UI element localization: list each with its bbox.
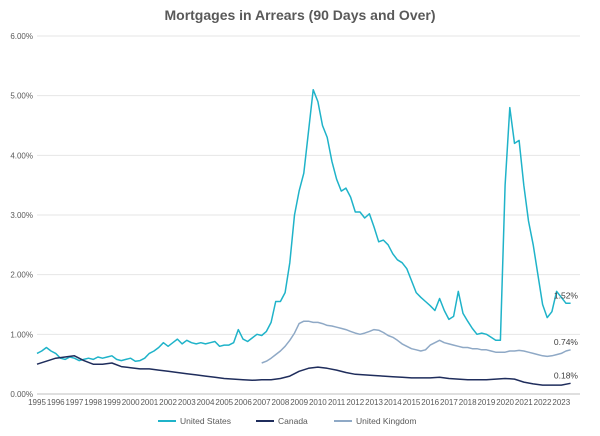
end-label-1: 0.18% xyxy=(554,370,579,380)
x-tick-label: 2007 xyxy=(253,398,271,407)
x-tick-label: 1997 xyxy=(66,398,84,407)
x-tick-label: 2000 xyxy=(122,398,140,407)
x-tick-label: 2012 xyxy=(346,398,364,407)
x-tick-label: 1995 xyxy=(28,398,46,407)
x-tick-label: 2017 xyxy=(440,398,458,407)
y-axis-ticks: 0.00% 1.00% 2.00% 3.00% 4.00% 5.00% 6.00% xyxy=(10,32,33,399)
series-layer xyxy=(36,88,571,386)
x-tick-label: 2002 xyxy=(159,398,177,407)
x-tick-label: 2003 xyxy=(178,398,196,407)
x-tick-label: 2004 xyxy=(197,398,215,407)
x-tick-label: 1998 xyxy=(84,398,102,407)
x-tick-label: 2020 xyxy=(496,398,514,407)
x-tick-label: 2013 xyxy=(365,398,383,407)
x-tick-label: 2019 xyxy=(477,398,495,407)
end-labels: 1.52% 0.18% 0.74% xyxy=(554,290,579,380)
x-axis-ticks: 1995 1996 1997 1998 1999 2000 2001 2002 2003 2004… xyxy=(28,398,571,407)
legend-label-2: United Kingdom xyxy=(356,416,416,426)
y-tick-label: 5.00% xyxy=(10,92,33,101)
x-tick-label: 2022 xyxy=(534,398,552,407)
x-tick-label: 2014 xyxy=(384,398,402,407)
chart-title: Mortgages in Arrears (90 Days and Over) xyxy=(164,7,435,23)
x-tick-label: 2005 xyxy=(215,398,233,407)
x-tick-label: 1996 xyxy=(47,398,65,407)
y-tick-label: 0.00% xyxy=(10,390,33,399)
x-tick-label: 2016 xyxy=(421,398,439,407)
grid-layer xyxy=(37,35,580,395)
x-tick-label: 2015 xyxy=(403,398,421,407)
y-tick-label: 3.00% xyxy=(10,211,33,220)
series-line-2 xyxy=(261,320,571,364)
end-label-0: 1.52% xyxy=(554,290,579,300)
x-tick-label: 2008 xyxy=(272,398,290,407)
x-tick-label: 2010 xyxy=(309,398,327,407)
legend-label-0: United States xyxy=(180,416,231,426)
x-tick-label: 1999 xyxy=(103,398,121,407)
series-line-1 xyxy=(36,355,571,386)
y-tick-label: 4.00% xyxy=(10,151,33,160)
legend-label-1: Canada xyxy=(278,416,308,426)
legend: United States Canada United Kingdom xyxy=(158,416,416,426)
x-tick-label: 2011 xyxy=(328,398,346,407)
y-tick-label: 6.00% xyxy=(10,32,33,41)
y-tick-label: 1.00% xyxy=(10,330,33,339)
x-tick-label: 2023 xyxy=(552,398,570,407)
x-tick-label: 2006 xyxy=(234,398,252,407)
end-label-2: 0.74% xyxy=(554,337,579,347)
series-line-0 xyxy=(36,88,571,362)
x-tick-label: 2001 xyxy=(140,398,158,407)
x-tick-label: 2021 xyxy=(515,398,533,407)
x-tick-label: 2018 xyxy=(459,398,477,407)
x-tick-label: 2009 xyxy=(290,398,308,407)
y-tick-label: 2.00% xyxy=(10,271,33,280)
